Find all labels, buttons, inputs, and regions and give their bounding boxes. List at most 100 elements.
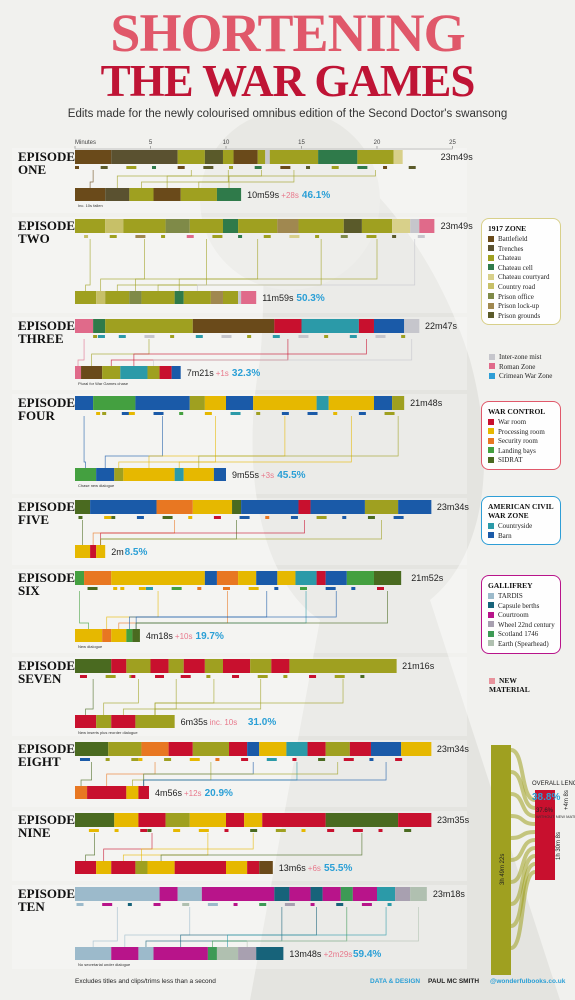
edit-tick (207, 903, 218, 906)
edit-tick (138, 758, 143, 761)
legend-group-5: GALLIFREY TARDIS Capsule berths Courtroom Wh… (481, 575, 561, 654)
edit-segment (174, 861, 226, 874)
episode-label-line2: THREE (18, 331, 64, 346)
x-tick-label: 20 (374, 140, 381, 146)
edit-segment (126, 629, 133, 642)
edit-tick (351, 587, 356, 590)
edit-tick (114, 829, 119, 832)
original-duration: 21m48s (410, 398, 443, 408)
edit-tick (88, 829, 99, 832)
edit-tick (384, 412, 395, 415)
legend-swatch (488, 264, 494, 271)
episode-label-line2: SEVEN (18, 671, 62, 686)
edit-tick (104, 516, 112, 519)
edit-tick (259, 903, 267, 906)
original-segment (286, 742, 308, 756)
edit-tick (97, 335, 105, 338)
edit-tick (275, 829, 286, 832)
edit-tick (96, 412, 101, 415)
added-material: +10s (175, 632, 193, 641)
original-segment (392, 396, 405, 410)
edit-segment (241, 291, 257, 304)
overall-edit-bar (535, 790, 555, 880)
original-segment (274, 319, 302, 333)
edit-tick (222, 587, 230, 590)
connector-line (118, 416, 216, 468)
legend-swatch (488, 602, 494, 609)
edit-tick (366, 235, 377, 238)
original-segment (277, 571, 296, 585)
edit-tick (241, 758, 249, 761)
edit-percent: 19.7% (196, 631, 224, 642)
added-material: +2m29s (324, 950, 353, 959)
original-segment (141, 742, 169, 756)
edit-segment (75, 861, 97, 874)
original-segment (126, 659, 151, 673)
legend-swatch (489, 353, 495, 360)
edit-tick (140, 829, 148, 832)
edit-tick (76, 903, 84, 906)
edit-tick (383, 166, 388, 169)
original-segment (357, 150, 394, 164)
legend-swatch (488, 293, 494, 300)
edit-duration: 10m59s (247, 190, 280, 200)
connector-line (153, 339, 413, 366)
edit-tick (120, 587, 125, 590)
legend-item: Chateau courtyard (488, 273, 555, 283)
edit-tick (239, 516, 250, 519)
edit-tick (377, 587, 384, 590)
edit-segment (129, 188, 154, 201)
original-segment (111, 150, 178, 164)
edit-segment (226, 861, 248, 874)
edit-tick (136, 516, 144, 519)
edit-tick (111, 516, 116, 519)
edit-tick (395, 758, 403, 761)
original-segment (192, 500, 233, 514)
legend-group-1: 1917 ZONE Battlefield Trenches Chateau Chate… (481, 218, 561, 326)
title-line-2: THE WAR GAMES (100, 56, 476, 106)
original-segment (257, 150, 266, 164)
edit-tick (186, 235, 194, 238)
overall-edit-label: 1h 30m 8s (556, 832, 562, 860)
edit-tick (93, 335, 98, 338)
x-tick-label: 15 (298, 140, 305, 146)
original-duration: 23m34s (437, 502, 470, 512)
edit-duration: 13m6s (279, 863, 307, 873)
edit-tick (75, 166, 79, 169)
edit-tick (131, 675, 136, 678)
overall-flow (510, 838, 536, 862)
original-segment (93, 319, 106, 333)
legend-item-label: Prison grounds (498, 311, 541, 320)
without-new-label: WITHOUT NEW MATERIAL (536, 814, 575, 819)
edit-segment (159, 366, 172, 379)
legend-swatch (488, 245, 494, 252)
edit-duration: 4m56s (155, 788, 183, 798)
original-segment (233, 150, 258, 164)
original-segment (75, 813, 115, 827)
edit-tick (113, 587, 118, 590)
overall-flow (510, 846, 536, 884)
connector-line (178, 239, 378, 291)
edit-tick (250, 829, 258, 832)
edit-tick (109, 235, 117, 238)
legend-item-label: Country road (498, 282, 536, 291)
edit-tick (147, 829, 152, 832)
legend-group-title: GALLIFREY (488, 581, 533, 590)
edit-tick (247, 335, 252, 338)
edit-tick (121, 412, 129, 415)
edit-tick (152, 166, 157, 169)
edit-segment (222, 291, 239, 304)
x-tick-label: 25 (449, 140, 456, 146)
edit-tick (254, 166, 262, 169)
legend-item: Barn (488, 532, 555, 542)
original-segment (316, 396, 329, 410)
edit-note: Inc. 10s fallen (78, 203, 103, 208)
original-segment (340, 887, 353, 901)
edit-tick (164, 758, 172, 761)
original-segment (222, 150, 234, 164)
overall-flow (510, 792, 536, 818)
episode-label-line1: EPISODE (18, 886, 75, 901)
connector-line (77, 339, 85, 366)
edit-segment (75, 188, 106, 201)
